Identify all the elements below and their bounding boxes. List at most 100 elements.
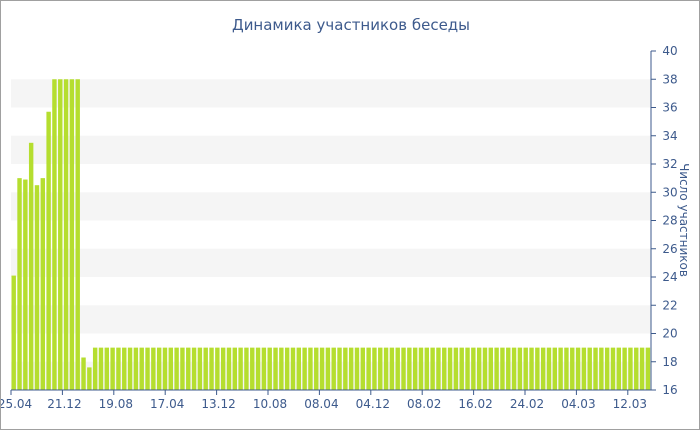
bar[interactable] [296, 347, 302, 391]
bar[interactable] [81, 357, 86, 390]
bar[interactable] [290, 347, 296, 391]
bar[interactable] [628, 347, 633, 391]
bar[interactable] [401, 347, 406, 391]
bar[interactable] [610, 347, 616, 391]
bar[interactable] [255, 347, 261, 391]
bar[interactable] [494, 347, 499, 391]
bar[interactable] [308, 347, 313, 391]
bar[interactable] [17, 178, 22, 391]
bar[interactable] [476, 347, 482, 391]
bar[interactable] [488, 347, 494, 391]
bar[interactable] [500, 347, 505, 391]
bar[interactable] [546, 347, 552, 391]
bar[interactable] [366, 347, 371, 391]
bar[interactable] [162, 347, 168, 391]
bar[interactable] [511, 347, 517, 391]
bar[interactable] [325, 347, 331, 391]
bar[interactable] [459, 347, 464, 391]
bar[interactable] [599, 347, 604, 391]
bar[interactable] [261, 347, 267, 391]
bar[interactable] [87, 367, 92, 390]
bar[interactable] [418, 347, 424, 391]
bar[interactable] [23, 179, 28, 390]
bar[interactable] [63, 79, 69, 390]
bar[interactable] [343, 347, 348, 391]
bar[interactable] [447, 347, 453, 391]
bar[interactable] [570, 347, 575, 391]
bar[interactable] [284, 347, 290, 391]
bar[interactable] [186, 347, 191, 391]
bar[interactable] [616, 347, 622, 391]
bar[interactable] [558, 347, 563, 391]
bar[interactable] [581, 347, 587, 391]
bar[interactable] [319, 347, 325, 391]
bar[interactable] [203, 347, 208, 391]
bar[interactable] [407, 347, 412, 391]
bar[interactable] [151, 347, 156, 391]
bar[interactable] [471, 347, 476, 391]
bar[interactable] [145, 347, 150, 391]
bar[interactable] [122, 347, 127, 391]
bar[interactable] [412, 347, 418, 391]
bar[interactable] [92, 347, 98, 391]
bar[interactable] [116, 347, 121, 391]
bar[interactable] [279, 347, 284, 391]
bar[interactable] [465, 347, 470, 391]
bar[interactable] [389, 347, 395, 391]
bar[interactable] [604, 347, 610, 391]
bar[interactable] [348, 347, 354, 391]
bar[interactable] [75, 79, 80, 390]
bar[interactable] [180, 347, 185, 391]
bar[interactable] [424, 347, 430, 391]
bar[interactable] [156, 347, 162, 391]
bar[interactable] [11, 275, 16, 390]
bar[interactable] [127, 347, 133, 391]
bar[interactable] [395, 347, 400, 391]
bar[interactable] [564, 347, 569, 391]
bar[interactable] [587, 347, 592, 391]
bar[interactable] [209, 347, 214, 391]
bar[interactable] [69, 79, 75, 390]
bar[interactable] [552, 347, 558, 391]
bar[interactable] [436, 347, 441, 391]
bar[interactable] [139, 347, 144, 391]
bar[interactable] [46, 111, 51, 391]
bar[interactable] [540, 347, 546, 391]
bar[interactable] [168, 347, 174, 391]
bar[interactable] [529, 347, 534, 391]
bar[interactable] [453, 347, 459, 391]
bar[interactable] [58, 79, 63, 390]
bar[interactable] [354, 347, 360, 391]
bar[interactable] [645, 347, 651, 391]
bar[interactable] [517, 347, 523, 391]
bar[interactable] [244, 347, 249, 391]
bar[interactable] [267, 347, 272, 391]
bar[interactable] [575, 347, 581, 391]
bar[interactable] [98, 347, 104, 391]
bar[interactable] [215, 347, 220, 391]
bar[interactable] [523, 347, 528, 391]
bar[interactable] [238, 347, 243, 391]
bar[interactable] [383, 347, 389, 391]
bar[interactable] [314, 347, 319, 391]
bar[interactable] [250, 347, 255, 391]
bar[interactable] [634, 347, 639, 391]
bar[interactable] [220, 347, 226, 391]
bar[interactable] [28, 142, 34, 390]
bar[interactable] [482, 347, 488, 391]
bar[interactable] [622, 347, 627, 391]
bar[interactable] [639, 347, 645, 391]
bar[interactable] [52, 79, 57, 390]
bar[interactable] [302, 347, 307, 391]
bar[interactable] [40, 178, 46, 391]
bar[interactable] [133, 347, 139, 391]
bar[interactable] [232, 347, 238, 391]
bar[interactable] [442, 347, 447, 391]
bar[interactable] [331, 347, 336, 391]
bar[interactable] [430, 347, 435, 391]
bar[interactable] [191, 347, 197, 391]
bar[interactable] [197, 347, 203, 391]
bar[interactable] [535, 347, 540, 391]
bar[interactable] [360, 347, 366, 391]
bar[interactable] [273, 347, 278, 391]
